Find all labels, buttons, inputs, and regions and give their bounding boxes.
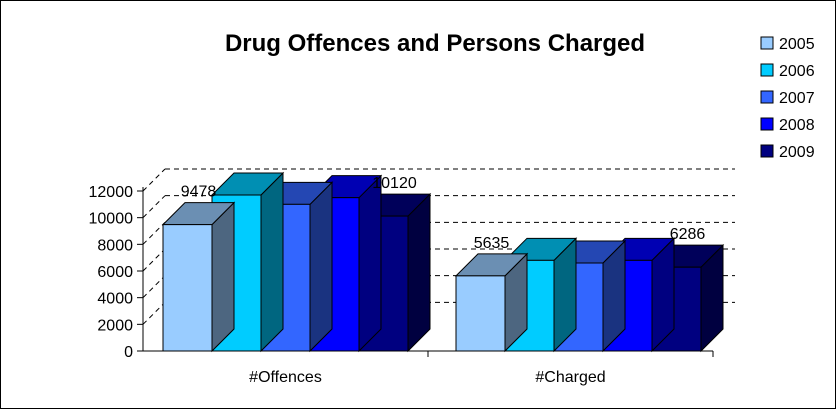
legend-label: 2005 [779, 36, 815, 53]
bar [454, 252, 529, 353]
y-tick-label: 0 [124, 344, 133, 361]
legend-swatch [760, 63, 774, 77]
y-tick-label: 6000 [97, 264, 133, 281]
legend-swatch [760, 117, 774, 131]
legend-swatch [760, 36, 774, 50]
data-label: 9478 [181, 184, 217, 201]
bar-side-face [260, 171, 284, 353]
y-tick-label: 8000 [97, 237, 133, 254]
legend-label: 2009 [779, 144, 815, 161]
bar-side-face [211, 201, 235, 353]
bar [161, 201, 236, 353]
y-tick-label: 2000 [97, 317, 133, 334]
data-labels: 9478 10120 5635 6286 [181, 175, 706, 252]
bar-side-face [407, 192, 431, 353]
x-tick-label: #Charged [535, 369, 605, 386]
legend-swatch [760, 90, 774, 104]
bars [161, 171, 725, 353]
legend: 2005 2006 2007 2008 2009 [760, 36, 815, 161]
legend-swatch [760, 144, 774, 158]
x-tick-label: #Offences [249, 369, 322, 386]
chart-title: Drug Offences and Persons Charged [225, 30, 645, 57]
y-tick-label: 12000 [89, 184, 134, 201]
legend-label: 2008 [779, 117, 815, 134]
bar-side-face [309, 181, 333, 353]
data-label: 10120 [372, 175, 417, 192]
data-label: 6286 [670, 226, 706, 243]
bar-front-face [162, 224, 213, 352]
data-label: 5635 [474, 235, 510, 252]
y-tick-label: 10000 [89, 211, 134, 228]
bar-front-face [455, 275, 506, 352]
bar-side-face [358, 174, 382, 353]
y-tick-label: 4000 [97, 291, 133, 308]
legend-label: 2006 [779, 63, 815, 80]
axes: 0 2000 4000 6000 8000 10000 12000 #Offences #Cha… [89, 184, 714, 386]
legend-label: 2007 [779, 90, 815, 107]
